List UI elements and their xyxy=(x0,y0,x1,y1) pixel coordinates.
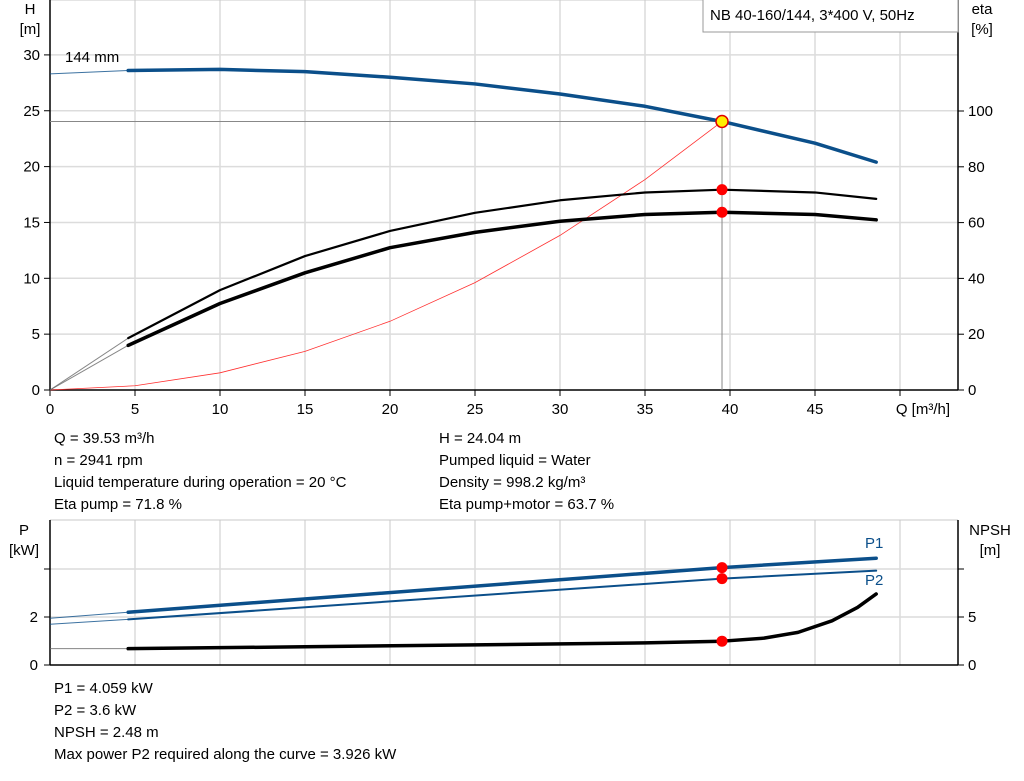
y-tick-label-right: 20 xyxy=(968,326,985,343)
x-tick-label: 5 xyxy=(131,401,139,418)
head-curve xyxy=(126,67,878,164)
eta-pump-curve xyxy=(127,188,878,340)
duty-point-eta-pump-motor-marker xyxy=(716,206,728,218)
duty-point-eta-pump-marker xyxy=(716,184,728,196)
y-axis-label-right-unit: [%] xyxy=(971,21,993,38)
y-tick-label-right: 0 xyxy=(968,382,976,399)
y-tick-label-left: 0 xyxy=(30,657,38,674)
eta-pump-motor-curve-extrapolated xyxy=(49,344,129,391)
info-head: H = 24.04 m xyxy=(439,430,522,447)
x-tick-label: 15 xyxy=(297,401,314,418)
info-flow: Q = 39.53 m³/h xyxy=(54,430,155,447)
y-axis-label-right: eta xyxy=(972,1,994,18)
x-tick-label: 10 xyxy=(212,401,229,418)
x-axis-label: Q [m³/h] xyxy=(896,401,950,418)
p2-curve xyxy=(127,569,878,621)
x-tick-label: 25 xyxy=(467,401,484,418)
y-tick-label-left: 15 xyxy=(23,214,40,231)
y-tick-label-right: 80 xyxy=(968,159,985,176)
y-axis-label-right-unit: [m] xyxy=(980,542,1001,559)
duty-point-p2-marker xyxy=(716,573,728,585)
y-axis-label-left-unit: [kW] xyxy=(9,542,39,559)
info-bottom: P1 = 4.059 kW P2 = 3.6 kW NPSH = 2.48 m … xyxy=(54,678,396,766)
info-p2: P2 = 3.6 kW xyxy=(54,702,137,719)
x-tick-label: 20 xyxy=(382,401,399,418)
y-axis-label-right: NPSH xyxy=(969,522,1011,539)
eta-pump-motor-curve xyxy=(126,210,878,348)
duty-point-marker xyxy=(715,114,729,129)
info-max-p2: Max power P2 required along the curve = … xyxy=(54,746,397,763)
y-tick-label-left: 25 xyxy=(23,103,40,120)
title-box xyxy=(702,0,959,33)
x-tick-label: 45 xyxy=(807,401,824,418)
eta-pump-curve-extrapolated xyxy=(49,337,129,391)
y-axis-label-left: H xyxy=(25,1,36,18)
npsh-curve xyxy=(126,592,878,651)
y-tick-label-left: 2 xyxy=(30,609,38,626)
info-top-left: Q = 39.53 m³/h n = 2941 rpm Liquid tempe… xyxy=(54,428,346,516)
system-curve xyxy=(49,121,723,391)
info-eta-pump-motor: Eta pump+motor = 63.7 % xyxy=(439,496,615,513)
info-liquid-temp: Liquid temperature during operation = 20… xyxy=(54,474,347,491)
duty-point-p1-marker xyxy=(716,562,728,574)
y-tick-label-left: 5 xyxy=(32,326,40,343)
info-density: Density = 998.2 kg/m³ xyxy=(439,474,586,491)
info-eta-pump: Eta pump = 71.8 % xyxy=(54,496,182,513)
y-tick-label-left: 10 xyxy=(23,270,40,287)
x-tick-label: 35 xyxy=(637,401,654,418)
x-tick-label: 40 xyxy=(722,401,739,418)
p1-curve xyxy=(126,556,878,614)
p1-legend-label: P1 xyxy=(865,535,883,552)
impeller-label: 144 mm xyxy=(65,49,119,66)
info-npsh: NPSH = 2.48 m xyxy=(54,724,159,741)
chart-title: NB 40-160/144, 3*400 V, 50Hz xyxy=(710,7,915,24)
y-tick-label-left: 30 xyxy=(23,47,40,64)
y-tick-label-right: 0 xyxy=(968,657,976,674)
info-speed: n = 2941 rpm xyxy=(54,452,143,469)
y-tick-label-right: 5 xyxy=(968,609,976,626)
y-tick-label-right: 100 xyxy=(968,103,993,120)
info-liquid: Pumped liquid = Water xyxy=(439,452,591,469)
p2-legend-label: P2 xyxy=(865,572,883,589)
info-top-right: H = 24.04 m Pumped liquid = Water Densit… xyxy=(439,428,614,516)
info-p1: P1 = 4.059 kW xyxy=(54,680,153,697)
x-tick-label: 0 xyxy=(46,401,54,418)
y-tick-label-right: 40 xyxy=(968,270,985,287)
y-tick-label-left: 0 xyxy=(32,382,40,399)
y-axis-label-left-unit: [m] xyxy=(20,21,41,38)
duty-point-npsh-marker xyxy=(716,635,728,647)
p2-curve-extrapolated xyxy=(49,618,129,625)
plot-frame xyxy=(49,0,959,391)
p1-curve-extrapolated xyxy=(49,611,129,619)
x-tick-label: 30 xyxy=(552,401,569,418)
y-tick-label-left: 20 xyxy=(23,159,40,176)
y-tick-label-right: 60 xyxy=(968,215,985,232)
head-curve-extrapolated xyxy=(49,70,129,75)
y-axis-label-left: P xyxy=(19,522,29,539)
